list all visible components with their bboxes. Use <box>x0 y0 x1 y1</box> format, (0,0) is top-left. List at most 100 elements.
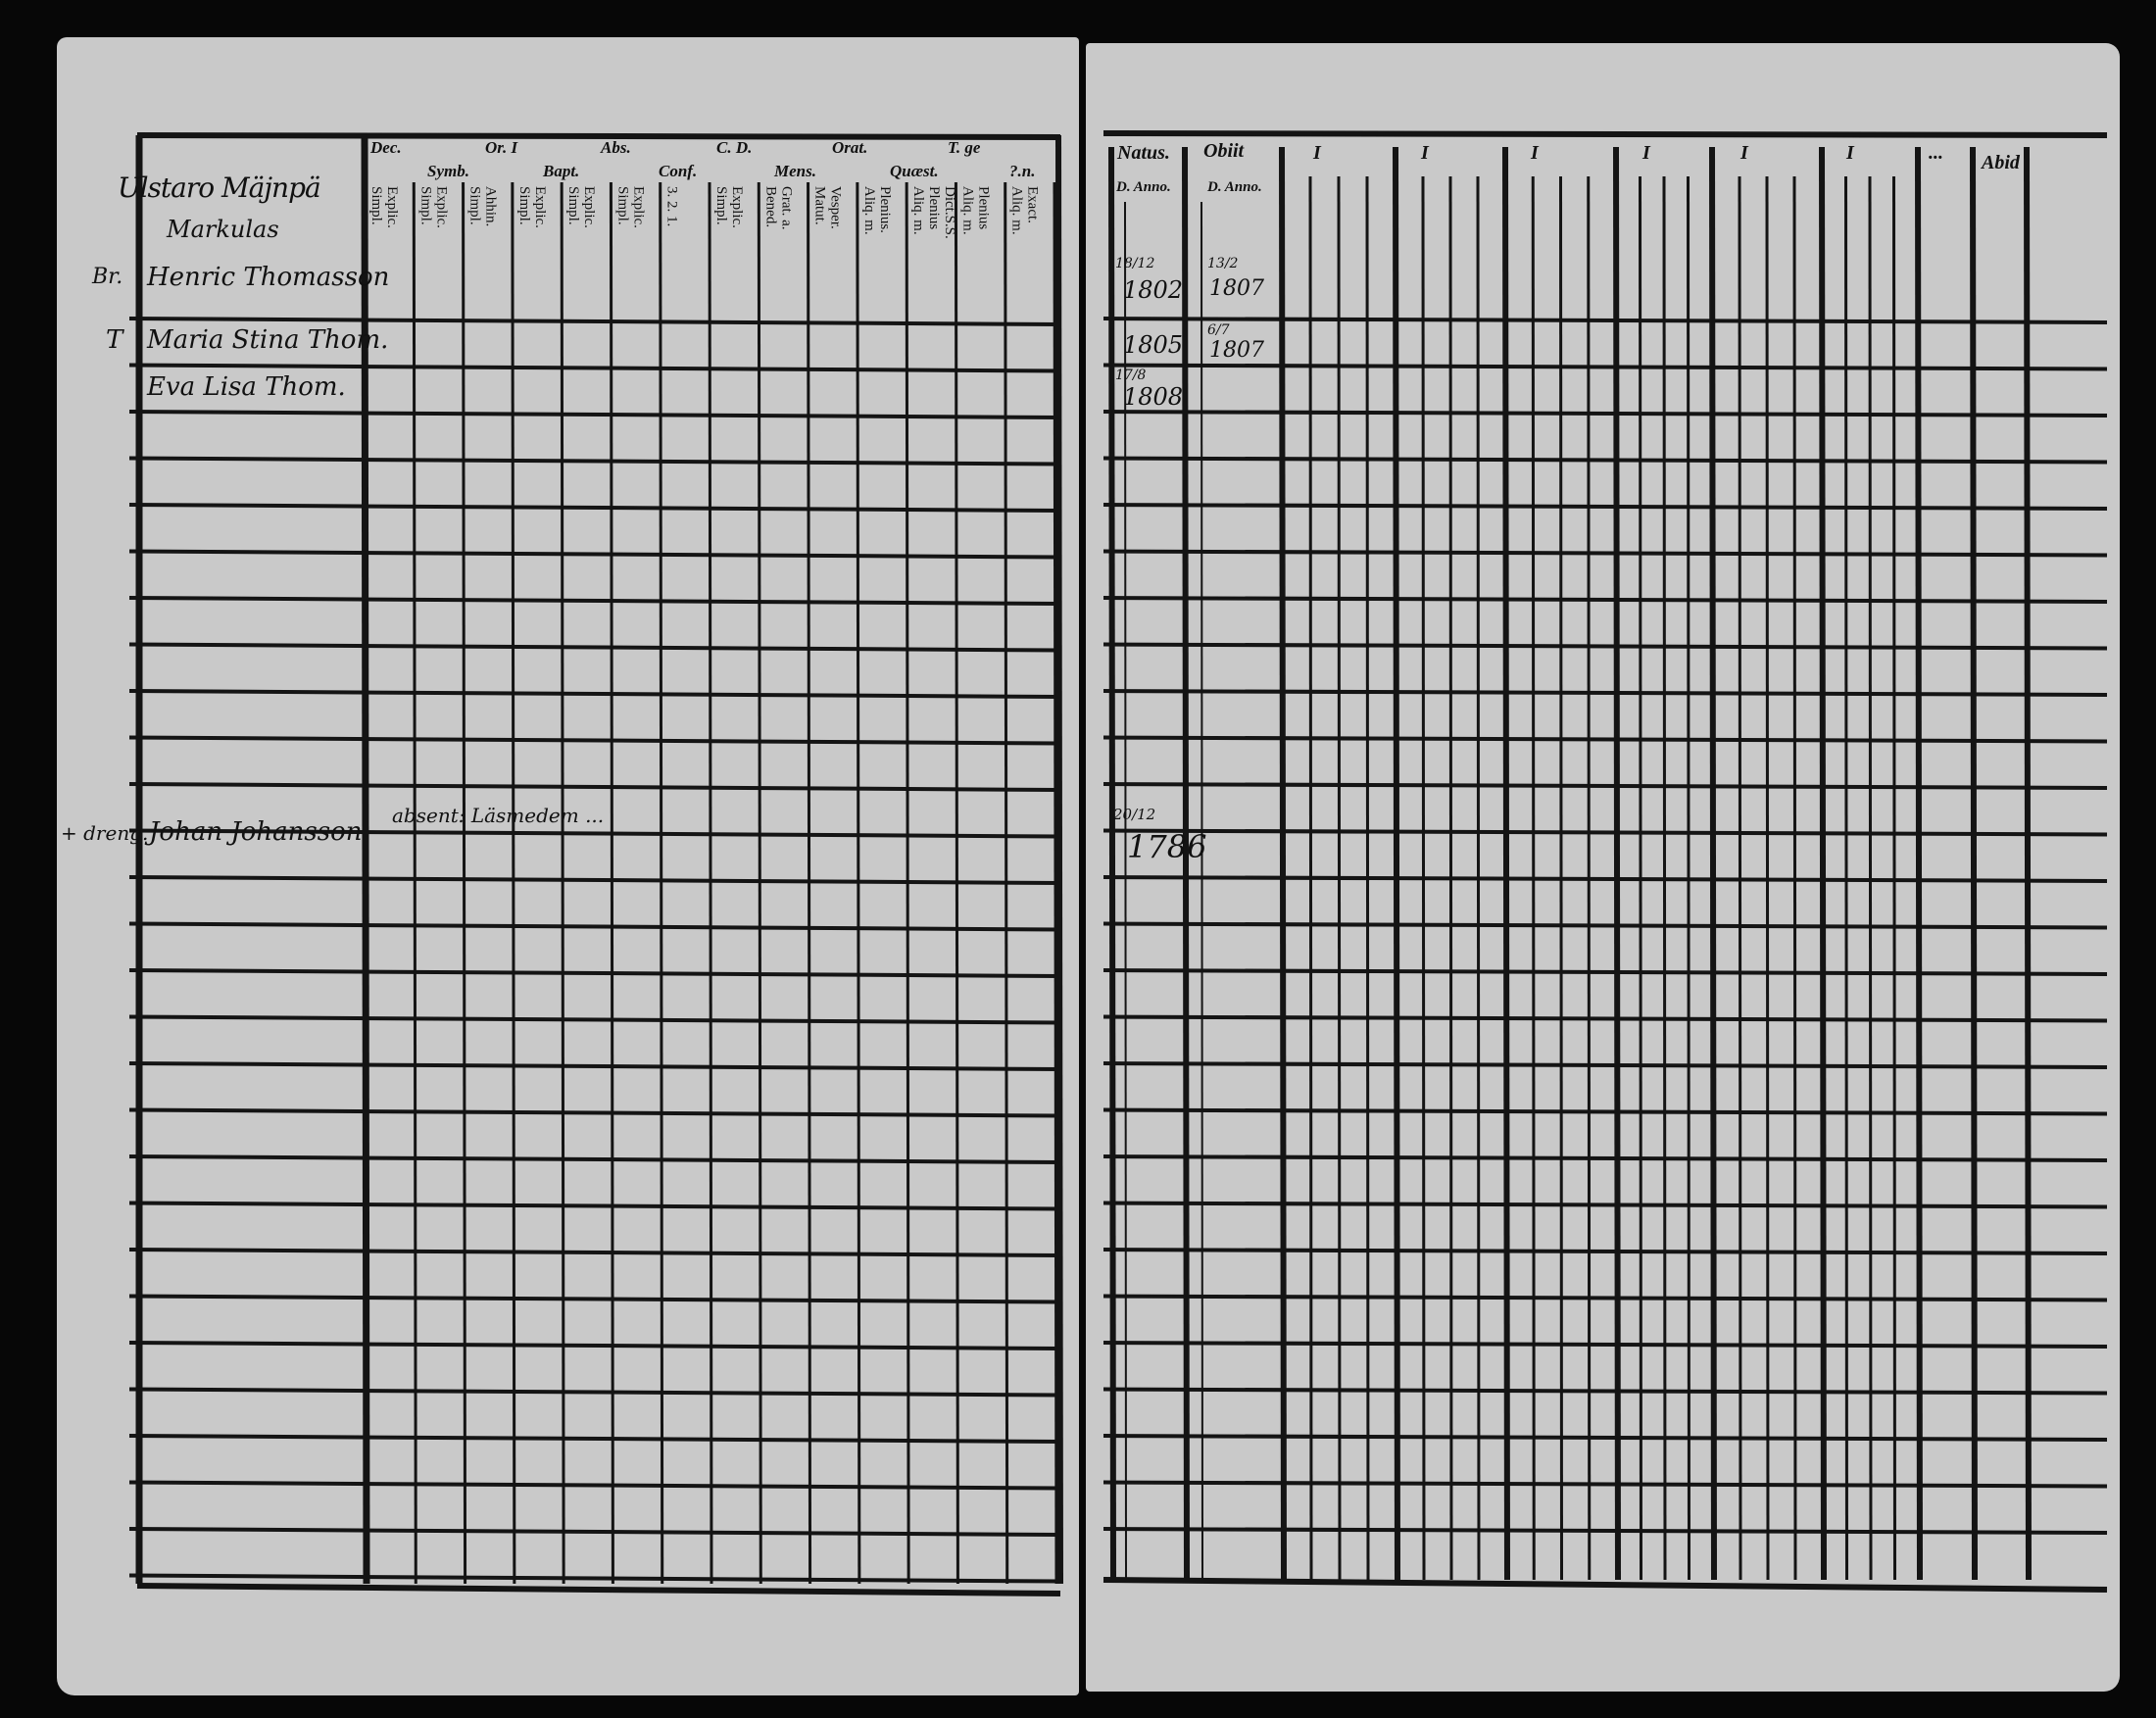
row-rule <box>1102 1387 2108 1396</box>
row-rule <box>128 1480 1061 1491</box>
column-rule <box>412 181 417 1585</box>
died-day: 6/7 <box>1207 322 1230 338</box>
row-rule <box>1102 503 2108 511</box>
row-rule <box>1102 735 2108 744</box>
col-header-i: I <box>1642 142 1650 164</box>
col-header-conf: Conf. <box>659 162 698 180</box>
right-edge-rule <box>1055 134 1063 1585</box>
row-rule <box>128 596 1061 606</box>
sub-column-rule <box>1868 175 1873 1581</box>
bottom-rule <box>136 1583 1061 1596</box>
col-header-abs: Abs. <box>601 138 631 157</box>
sub-header: Dict.S.S. Plenius Aliq. m. <box>910 186 958 239</box>
row-rule <box>1102 875 2108 883</box>
col-header-n: ?.n. <box>1009 162 1036 180</box>
row-rule <box>128 875 1061 885</box>
died-day: 13/2 <box>1207 256 1239 271</box>
row-rule <box>128 456 1061 466</box>
col-header-extra: ... <box>1929 142 1943 164</box>
died-year: 1807 <box>1209 276 1264 301</box>
entry-mark: Br. <box>92 265 123 289</box>
born-year: 1805 <box>1123 331 1184 359</box>
born-year: 1802 <box>1123 276 1184 304</box>
col-header-dec: Dec. <box>370 138 402 157</box>
page-title: Ulstaro Mäjnpä <box>118 172 321 204</box>
col-header-bapt: Bapt. <box>543 162 580 180</box>
sub-header: Explic. Simpl. <box>515 186 548 228</box>
column-rule <box>1709 146 1717 1581</box>
row-rule <box>1102 1107 2108 1116</box>
row-rule <box>128 1201 1061 1211</box>
row-rule <box>128 968 1061 978</box>
row-rule <box>1102 1201 2108 1209</box>
row-rule <box>128 642 1061 653</box>
row-rule <box>128 1154 1061 1164</box>
row-rule <box>1102 596 2108 604</box>
entry-name: Eva Lisa Thom. <box>147 372 346 402</box>
col-header-or: Or. I <box>485 138 518 157</box>
page-subtitle: Markulas <box>167 216 279 243</box>
row-rule <box>1102 1294 2108 1302</box>
column-rule <box>1613 146 1621 1581</box>
sub-header: Explic. Simpl. <box>614 186 647 228</box>
col-header-mens: Mens. <box>774 162 816 180</box>
col-header-cd: C. D. <box>716 138 753 157</box>
row-rule <box>1102 1527 2108 1535</box>
row-rule <box>1102 968 2108 976</box>
row-rule <box>1102 689 2108 697</box>
row-rule <box>128 549 1061 560</box>
row-rule <box>128 735 1061 746</box>
row-rule <box>1102 921 2108 930</box>
col-header-tge: T. ge <box>948 138 981 157</box>
row-rule <box>128 1387 1061 1398</box>
row-rule <box>128 1527 1061 1537</box>
row-rule <box>1102 642 2108 651</box>
column-rule <box>609 181 614 1585</box>
row-rule <box>1102 1014 2108 1023</box>
sub-header: Ahhin. Simpl. <box>466 186 499 227</box>
row-rule <box>1102 1434 2108 1442</box>
born-year: 1808 <box>1123 383 1184 411</box>
sub-header: Plenius. Aliq. m. <box>860 186 893 235</box>
col-header-quaest: Quæst. <box>890 162 939 180</box>
row-rule <box>128 689 1061 699</box>
row-rule <box>1102 1061 2108 1069</box>
top-rule <box>1102 130 2108 138</box>
row-rule <box>1102 782 2108 790</box>
sub-header: Explic. Simpl. <box>565 186 598 228</box>
row-rule <box>128 1434 1061 1444</box>
col-header-i: I <box>1421 142 1429 164</box>
row-rule <box>1102 1248 2108 1255</box>
column-rule <box>1819 146 1827 1581</box>
top-rule <box>136 132 1061 140</box>
column-rule <box>1970 146 1978 1581</box>
row-rule <box>1102 1154 2108 1162</box>
column-rule <box>1124 201 1127 1581</box>
row-rule <box>128 921 1061 932</box>
entry-name: Henric Thomasson <box>147 263 390 292</box>
sub-header-obiit: D. Anno. <box>1207 179 1262 195</box>
born-day: 18/12 <box>1115 256 1155 271</box>
col-header-orat: Orat. <box>832 138 868 157</box>
row-rule <box>128 1061 1061 1071</box>
born-day: 17/8 <box>1115 368 1147 383</box>
born-day: 20/12 <box>1113 806 1156 823</box>
sub-column-rule <box>1892 175 1896 1581</box>
row-rule <box>1102 410 2108 417</box>
sub-header: 3. 2. 1. <box>663 186 680 227</box>
sub-header: Vesper. Matut. <box>811 186 844 229</box>
column-rule <box>1502 146 1510 1581</box>
col-header-i: I <box>1740 142 1748 164</box>
row-rule <box>1102 1341 2108 1349</box>
row-rule <box>128 363 1061 373</box>
col-header-i: I <box>1313 142 1321 164</box>
column-rule <box>560 181 565 1585</box>
sub-header: Grat. a. Bened. <box>762 186 795 230</box>
col-header-natus: Natus. <box>1117 142 1170 164</box>
born-year: 1786 <box>1127 828 1207 865</box>
bottom-rule <box>1102 1577 2108 1593</box>
column-rule <box>2024 146 2032 1581</box>
row-rule <box>128 1014 1061 1025</box>
column-rule <box>708 181 713 1585</box>
